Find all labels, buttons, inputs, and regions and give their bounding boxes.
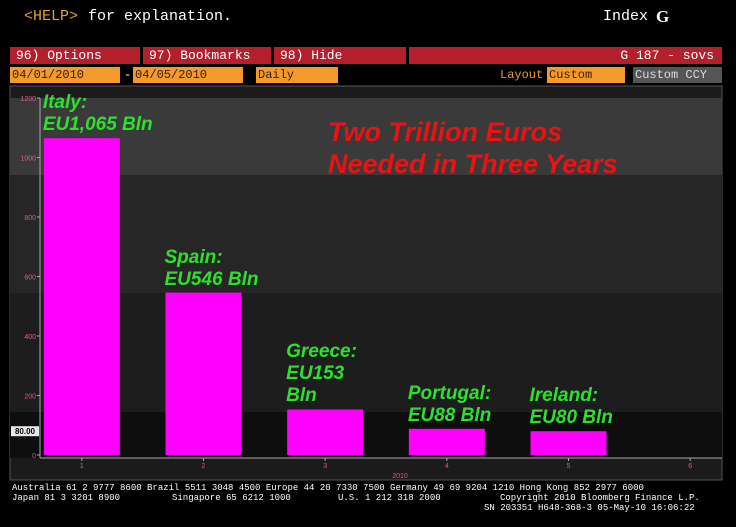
label: G 187 - sovs: [620, 48, 714, 63]
bar: [43, 138, 120, 455]
page-id: G 187 - sovs: [409, 47, 722, 64]
footer-contact: Singapore 65 6212 1000: [172, 493, 291, 503]
help-text: for explanation.: [88, 8, 233, 25]
value-label: Spain: EU546 Bln: [164, 246, 259, 290]
x-tick-label: 6: [688, 463, 692, 470]
band: [10, 98, 722, 175]
bar: [287, 409, 364, 455]
help-key[interactable]: <HELP>: [24, 8, 79, 25]
y-tick-label: 600: [24, 275, 36, 282]
bar: [408, 428, 485, 455]
last-value-label: 80.00: [15, 427, 36, 436]
layout-label: Layout: [500, 68, 544, 82]
serial: SN 203351 H648-368-3 05-May-10 16:06:22: [484, 503, 695, 513]
x-tick-label: 4: [445, 463, 449, 470]
value-label: Ireland: EU80 Bln: [529, 385, 613, 429]
footer-contact: Japan 81 3 3201 8900: [12, 493, 121, 503]
y-tick-label: 200: [24, 394, 36, 401]
bookmarks-button[interactable]: 97) Bookmarks: [143, 47, 271, 64]
date-dash: -: [124, 68, 132, 82]
end-date[interactable]: 04/05/2010: [133, 67, 243, 83]
footer-contact: U.S. 1 212 318 2000: [338, 493, 441, 503]
footer-contacts: Australia 61 2 9777 8600 Brazil 5511 304…: [12, 483, 644, 493]
y-tick-label: 1200: [20, 96, 36, 103]
currency-field[interactable]: Custom CCY: [633, 67, 722, 83]
x-axis-label: 2010: [392, 473, 408, 480]
y-tick-label: 1000: [20, 156, 36, 163]
value-label: Italy: EU1,065 Bln: [42, 92, 153, 136]
x-tick-label: 1: [80, 463, 84, 470]
index-label: Index: [603, 8, 649, 25]
x-tick-label: 5: [567, 463, 571, 470]
y-tick-label: 400: [24, 334, 36, 341]
x-tick-label: 2: [202, 463, 206, 470]
y-tick-label: 800: [24, 215, 36, 222]
period[interactable]: Daily: [256, 67, 338, 83]
y-tick-label: 0: [32, 453, 36, 460]
chart-title: Two Trillion Euros Needed in Three Years: [328, 117, 618, 179]
layout-field[interactable]: Custom: [547, 67, 625, 83]
label: 96) Options: [16, 48, 102, 63]
band: [10, 175, 722, 293]
band: [10, 293, 722, 412]
hide-button[interactable]: 98) Hide: [274, 47, 406, 64]
bar: [165, 292, 242, 455]
x-tick-label: 3: [323, 463, 327, 470]
bar: [530, 431, 607, 455]
label: 97) Bookmarks: [149, 48, 251, 63]
start-date[interactable]: 04/01/2010: [10, 67, 120, 83]
value-label: Greece: EU153 Bln: [286, 341, 357, 407]
last-value-box: [11, 426, 39, 437]
copyright: Copyright 2010 Bloomberg Finance L.P.: [500, 493, 700, 503]
value-label: Portugal: EU88 Bln: [407, 382, 492, 426]
label: 98) Hide: [280, 48, 343, 63]
options-button[interactable]: 96) Options: [10, 47, 140, 64]
index-key: G: [656, 7, 670, 26]
